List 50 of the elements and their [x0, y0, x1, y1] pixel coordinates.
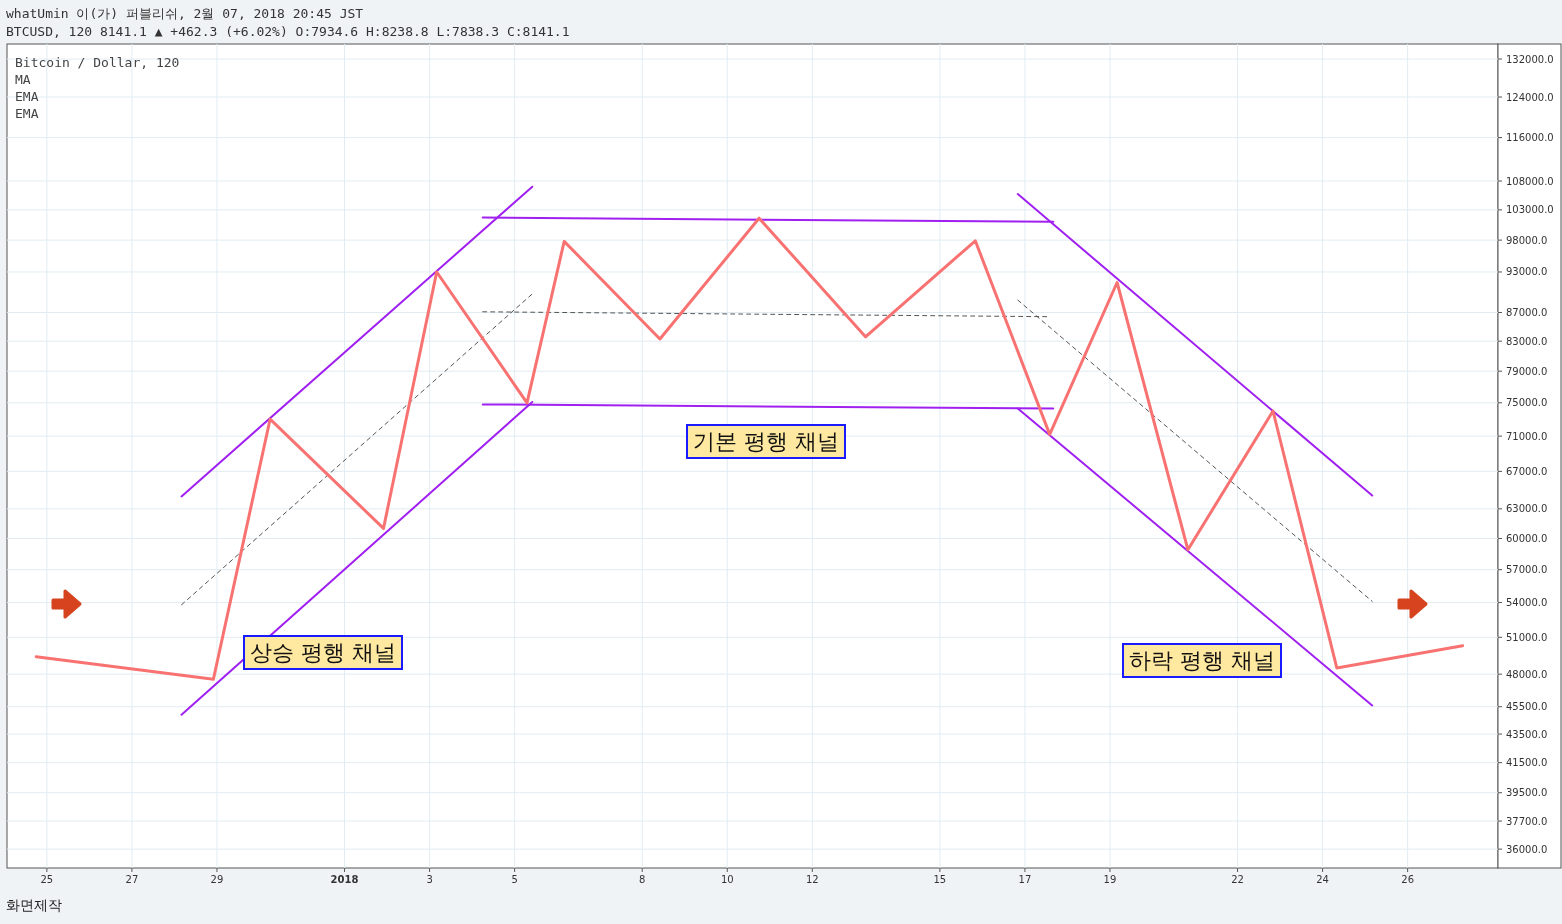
- x-tick-label: 27: [125, 874, 139, 885]
- x-tick-label: 12: [805, 874, 819, 885]
- y-tick-label: 60000.0: [1506, 532, 1548, 544]
- x-tick-label: 25: [40, 874, 54, 885]
- x-tick-label: 26: [1401, 874, 1414, 885]
- y-tick-label: 124000.0: [1506, 91, 1554, 103]
- annotation: 기본 평행 채널: [693, 429, 839, 454]
- y-tick-label: 48000.0: [1506, 668, 1548, 680]
- y-tick-label: 39500.0: [1506, 787, 1548, 799]
- y-tick-label: 45500.0: [1506, 701, 1548, 713]
- y-tick-label: 57000.0: [1506, 564, 1548, 576]
- y-tick-label: 37700.0: [1506, 815, 1548, 827]
- y-tick-label: 51000.0: [1506, 631, 1548, 643]
- x-tick-label: 29: [210, 874, 224, 885]
- y-tick-label: 36000.0: [1506, 843, 1548, 855]
- y-tick-label: 67000.0: [1506, 465, 1548, 477]
- x-tick-label: 3: [426, 874, 433, 885]
- annotation: 하락 평행 채널: [1129, 648, 1275, 673]
- x-tick-label: 10: [720, 874, 734, 885]
- y-tick-label: 83000.0: [1506, 335, 1548, 347]
- y-tick-label: 43500.0: [1506, 728, 1548, 740]
- x-tick-label: 17: [1018, 874, 1032, 885]
- y-tick-label: 132000.0: [1506, 53, 1554, 65]
- x-tick-label: 24: [1316, 874, 1329, 885]
- y-tick-label: 93000.0: [1506, 266, 1548, 278]
- y-tick-label: 54000.0: [1506, 597, 1548, 609]
- x-tick-label: 15: [933, 874, 947, 885]
- x-tick-label: 22: [1231, 874, 1244, 885]
- y-tick-label: 103000.0: [1506, 204, 1554, 216]
- y-tick-label: 41500.0: [1506, 757, 1548, 769]
- y-tick-label: 116000.0: [1506, 132, 1554, 144]
- text: 화면제작: [6, 897, 62, 913]
- x-tick-label: 5: [511, 874, 518, 885]
- y-tick-label: 71000.0: [1506, 430, 1548, 442]
- y-tick-label: 87000.0: [1506, 307, 1548, 319]
- chart-title: whatUmin 이(가) 퍼블리쉬, 2월 07, 2018 20:45 JST: [6, 6, 364, 21]
- y-tick-label: 79000.0: [1506, 365, 1548, 377]
- y-tick-label: 108000.0: [1506, 175, 1554, 187]
- y-tick-label: 63000.0: [1506, 503, 1548, 515]
- x-tick-label: 8: [639, 874, 646, 885]
- annotation: MA: [15, 72, 31, 87]
- y-tick-label: 75000.0: [1506, 397, 1548, 409]
- x-tick-label: 2018: [330, 874, 359, 885]
- y-tick-label: 98000.0: [1506, 234, 1548, 246]
- annotation: EMA: [15, 89, 39, 104]
- annotation: Bitcoin / Dollar, 120: [15, 55, 180, 70]
- x-tick-label: 19: [1103, 874, 1117, 885]
- annotation: EMA: [15, 106, 39, 121]
- annotation: 상승 평행 채널: [250, 640, 396, 665]
- chart-subtitle: BTCUSD, 120 8141.1 ▲ +462.3 (+6.02%) O:7934.6 H:8238.8 L:7838.3 C:8141.1: [6, 24, 570, 39]
